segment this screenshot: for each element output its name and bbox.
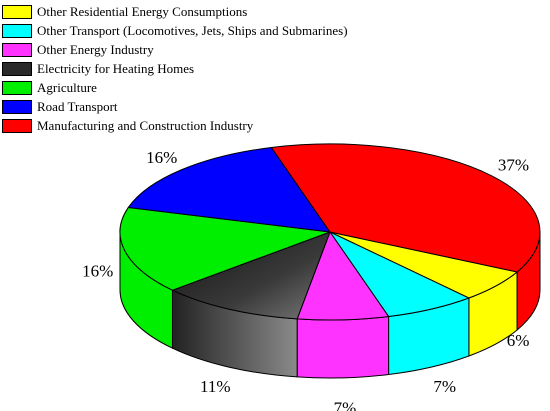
legend-item: Other Transport (Locomotives, Jets, Ship… bbox=[2, 21, 348, 40]
legend-label: Agriculture bbox=[37, 79, 97, 95]
legend-item: Manufacturing and Construction Industry bbox=[2, 116, 348, 135]
legend-label: Electricity for Heating Homes bbox=[37, 60, 195, 76]
legend-swatch bbox=[2, 61, 32, 76]
slice-percent-label: 11% bbox=[200, 377, 231, 396]
legend-label: Manufacturing and Construction Industry bbox=[37, 117, 254, 133]
legend-swatch bbox=[2, 4, 32, 19]
slice-percent-label: 7% bbox=[433, 377, 456, 396]
legend-swatch bbox=[2, 80, 32, 95]
legend-item: Other Residential Energy Consumptions bbox=[2, 2, 348, 21]
legend-label: Other Residential Energy Consumptions bbox=[37, 3, 248, 19]
slice-percent-label: 6% bbox=[507, 331, 530, 350]
slice-percent-label: 16% bbox=[146, 148, 177, 167]
legend-swatch bbox=[2, 42, 32, 57]
legend: Other Residential Energy Consumptions Oth… bbox=[2, 2, 348, 135]
pie-slice bbox=[127, 146, 332, 233]
legend-label: Road Transport bbox=[37, 98, 118, 114]
pie-tops bbox=[119, 143, 541, 321]
legend-swatch bbox=[2, 118, 32, 133]
slice-percent-label: 16% bbox=[82, 261, 113, 280]
legend-item: Agriculture bbox=[2, 78, 348, 97]
pie-slice bbox=[270, 143, 541, 273]
legend-item: Other Energy Industry bbox=[2, 40, 348, 59]
legend-item: Electricity for Heating Homes bbox=[2, 59, 348, 78]
legend-item: Road Transport bbox=[2, 97, 348, 116]
slice-percent-label: 7% bbox=[334, 399, 357, 411]
pie-slice-side bbox=[296, 315, 390, 379]
pie-slice bbox=[119, 206, 331, 291]
legend-swatch bbox=[2, 99, 32, 114]
legend-label: Other Transport (Locomotives, Jets, Ship… bbox=[37, 22, 348, 38]
legend-swatch bbox=[2, 23, 32, 38]
slice-percent-label: 37% bbox=[498, 155, 529, 174]
pie-slice bbox=[171, 231, 331, 320]
legend-label: Other Energy Industry bbox=[37, 41, 154, 57]
pie-labels: 6% 7% 7% 11% 16% 16% 37% bbox=[82, 148, 529, 411]
